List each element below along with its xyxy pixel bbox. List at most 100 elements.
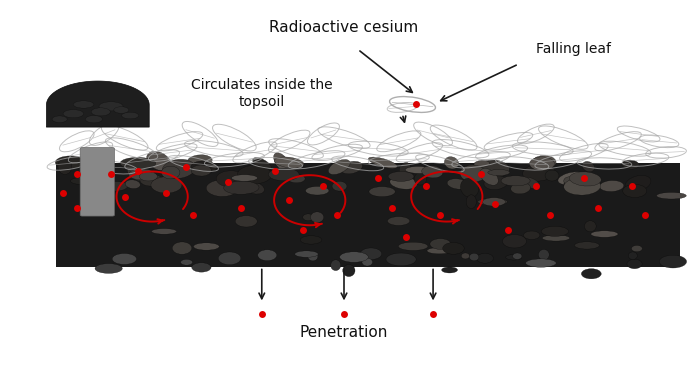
Ellipse shape	[581, 269, 601, 279]
Ellipse shape	[140, 174, 162, 186]
Ellipse shape	[570, 172, 601, 186]
Ellipse shape	[414, 173, 427, 185]
Ellipse shape	[74, 101, 94, 108]
Ellipse shape	[206, 180, 238, 197]
Ellipse shape	[523, 164, 555, 181]
Ellipse shape	[444, 157, 459, 169]
Ellipse shape	[530, 157, 555, 171]
Ellipse shape	[477, 198, 507, 205]
Ellipse shape	[510, 183, 530, 194]
Ellipse shape	[388, 171, 414, 181]
Ellipse shape	[533, 155, 556, 169]
Ellipse shape	[162, 166, 180, 179]
Ellipse shape	[469, 253, 479, 261]
Ellipse shape	[147, 151, 171, 171]
Ellipse shape	[258, 250, 277, 261]
Ellipse shape	[95, 263, 122, 273]
Ellipse shape	[191, 165, 211, 176]
Ellipse shape	[422, 166, 443, 178]
Ellipse shape	[310, 212, 324, 223]
Ellipse shape	[474, 160, 490, 167]
Ellipse shape	[224, 181, 259, 194]
Ellipse shape	[622, 160, 639, 169]
Ellipse shape	[522, 177, 539, 188]
Ellipse shape	[599, 181, 624, 191]
Ellipse shape	[530, 162, 553, 169]
Ellipse shape	[398, 242, 428, 250]
Ellipse shape	[216, 171, 247, 188]
Ellipse shape	[70, 177, 95, 184]
Ellipse shape	[288, 174, 305, 183]
Ellipse shape	[275, 157, 304, 168]
Ellipse shape	[625, 175, 651, 191]
Ellipse shape	[632, 245, 643, 252]
Ellipse shape	[63, 110, 84, 118]
Ellipse shape	[656, 193, 687, 199]
Ellipse shape	[331, 260, 341, 270]
Ellipse shape	[162, 159, 195, 178]
Ellipse shape	[460, 165, 486, 182]
Ellipse shape	[461, 253, 470, 259]
Ellipse shape	[506, 255, 522, 260]
Ellipse shape	[563, 177, 583, 190]
Ellipse shape	[268, 168, 299, 181]
Ellipse shape	[399, 162, 411, 175]
Ellipse shape	[181, 259, 193, 265]
Ellipse shape	[545, 170, 559, 181]
Ellipse shape	[52, 116, 67, 122]
Ellipse shape	[460, 178, 479, 197]
Ellipse shape	[627, 259, 642, 269]
Ellipse shape	[55, 156, 85, 169]
Ellipse shape	[303, 214, 314, 221]
Ellipse shape	[430, 239, 451, 249]
Ellipse shape	[129, 169, 155, 180]
Ellipse shape	[192, 263, 211, 272]
Ellipse shape	[447, 179, 469, 189]
Ellipse shape	[120, 157, 155, 170]
Ellipse shape	[484, 176, 508, 190]
Ellipse shape	[387, 217, 410, 226]
Ellipse shape	[294, 251, 318, 257]
Ellipse shape	[235, 216, 257, 227]
Ellipse shape	[390, 176, 417, 189]
Ellipse shape	[488, 170, 510, 175]
Ellipse shape	[476, 160, 509, 178]
Bar	[56, 163, 680, 266]
Ellipse shape	[127, 167, 147, 181]
Ellipse shape	[244, 181, 264, 194]
Ellipse shape	[585, 221, 596, 232]
Ellipse shape	[574, 242, 599, 249]
Ellipse shape	[332, 181, 347, 191]
Ellipse shape	[151, 177, 182, 193]
Text: Penetration: Penetration	[300, 325, 388, 340]
Ellipse shape	[591, 231, 618, 237]
Ellipse shape	[172, 242, 192, 254]
Ellipse shape	[386, 253, 416, 266]
Ellipse shape	[105, 181, 128, 191]
Ellipse shape	[582, 161, 594, 172]
Ellipse shape	[343, 265, 355, 277]
Ellipse shape	[502, 234, 526, 248]
FancyBboxPatch shape	[80, 148, 114, 216]
Text: Radioactive cesium: Radioactive cesium	[270, 20, 418, 35]
Ellipse shape	[301, 236, 322, 244]
Ellipse shape	[125, 180, 140, 188]
Ellipse shape	[477, 253, 493, 263]
Ellipse shape	[539, 249, 549, 260]
Ellipse shape	[87, 169, 108, 185]
Ellipse shape	[442, 267, 458, 273]
Ellipse shape	[187, 155, 212, 167]
Ellipse shape	[340, 252, 368, 262]
Ellipse shape	[368, 157, 397, 168]
Ellipse shape	[442, 243, 464, 254]
Ellipse shape	[96, 181, 106, 189]
Ellipse shape	[369, 187, 395, 197]
Ellipse shape	[558, 172, 587, 185]
Ellipse shape	[122, 112, 139, 119]
Text: Circulates inside the
topsoil: Circulates inside the topsoil	[191, 78, 332, 109]
Ellipse shape	[501, 176, 530, 186]
Ellipse shape	[542, 235, 570, 241]
Ellipse shape	[58, 158, 72, 174]
Ellipse shape	[628, 252, 637, 259]
Ellipse shape	[91, 108, 110, 116]
